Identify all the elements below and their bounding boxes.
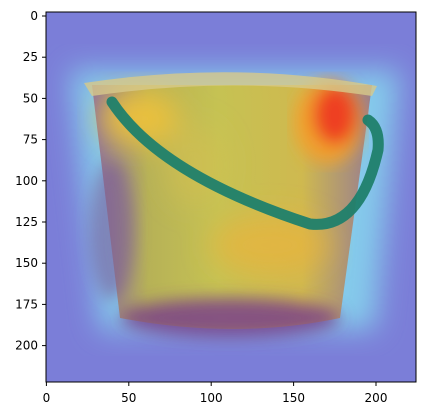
y-tick-label: 75 <box>23 133 38 147</box>
y-tick-label: 200 <box>15 339 38 353</box>
x-axis: 0 50 100 150 200 <box>43 382 388 405</box>
bucket-rim <box>84 72 377 96</box>
y-tick-label: 0 <box>30 9 38 23</box>
y-tick-label: 50 <box>23 91 38 105</box>
y-tick-label: 100 <box>15 174 38 188</box>
heatmap-dark-bottom <box>90 160 340 338</box>
x-tick-label: 100 <box>200 391 223 405</box>
bucket-handle <box>106 96 384 230</box>
axes-frame <box>45 11 417 383</box>
x-tick-label: 0 <box>43 391 51 405</box>
y-tick-label: 150 <box>15 256 38 270</box>
x-tick-label: 50 <box>121 391 136 405</box>
y-axis: 0 25 50 75 100 125 150 175 200 <box>15 9 46 353</box>
x-tick-label: 150 <box>282 391 305 405</box>
heatmap-image <box>46 12 416 382</box>
y-tick-label: 25 <box>23 50 38 64</box>
x-tick-label: 200 <box>365 391 388 405</box>
heatmap-peak <box>294 80 362 164</box>
y-tick-label: 175 <box>15 297 38 311</box>
y-tick-label: 125 <box>15 215 38 229</box>
